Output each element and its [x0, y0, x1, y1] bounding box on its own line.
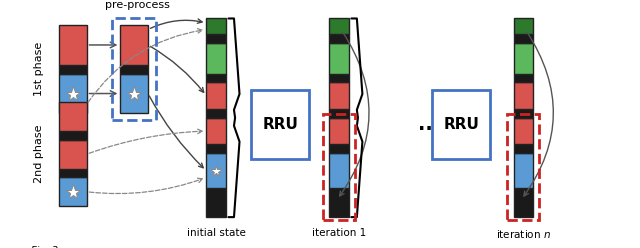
Bar — [329, 109, 349, 118]
Bar — [513, 109, 533, 118]
Bar — [513, 74, 533, 83]
Bar — [59, 140, 86, 169]
Bar — [59, 169, 86, 177]
Bar — [120, 25, 148, 65]
Bar — [206, 109, 226, 118]
Bar — [329, 43, 349, 74]
Bar — [206, 83, 226, 109]
Text: pre-process: pre-process — [105, 0, 170, 10]
Bar — [329, 83, 349, 109]
Text: 1st phase: 1st phase — [34, 42, 44, 96]
Bar — [59, 25, 86, 65]
Bar — [329, 19, 349, 34]
Text: initial state: initial state — [187, 228, 246, 238]
Bar — [329, 74, 349, 83]
Bar — [206, 188, 226, 217]
Bar — [513, 83, 533, 109]
Bar — [59, 131, 86, 140]
Bar — [206, 118, 226, 144]
Bar — [513, 188, 533, 217]
Bar — [329, 153, 349, 188]
Bar — [120, 74, 148, 113]
Bar — [513, 118, 533, 144]
Text: RRU: RRU — [262, 117, 298, 132]
Bar — [206, 34, 226, 43]
FancyBboxPatch shape — [251, 90, 309, 159]
Bar — [206, 144, 226, 153]
Bar — [513, 43, 533, 74]
Text: ...: ... — [419, 115, 440, 134]
Bar — [59, 74, 86, 113]
Bar — [59, 102, 86, 131]
Bar — [329, 188, 349, 217]
FancyBboxPatch shape — [432, 90, 490, 159]
Text: 2nd phase: 2nd phase — [34, 125, 44, 184]
Bar — [206, 19, 226, 34]
Bar — [206, 74, 226, 83]
Bar — [329, 144, 349, 153]
Text: Fig. 3: Fig. 3 — [31, 246, 58, 248]
Text: RRU: RRU — [444, 117, 479, 132]
Bar — [513, 153, 533, 188]
Bar — [206, 43, 226, 74]
Bar — [329, 34, 349, 43]
Bar — [513, 144, 533, 153]
Bar — [329, 118, 349, 144]
Text: iteration $n$: iteration $n$ — [496, 228, 551, 240]
Bar — [59, 177, 86, 206]
Bar — [513, 34, 533, 43]
Bar — [513, 19, 533, 34]
Bar — [59, 65, 86, 74]
Bar — [206, 153, 226, 188]
Text: iteration 1: iteration 1 — [312, 228, 366, 238]
Bar — [120, 65, 148, 74]
